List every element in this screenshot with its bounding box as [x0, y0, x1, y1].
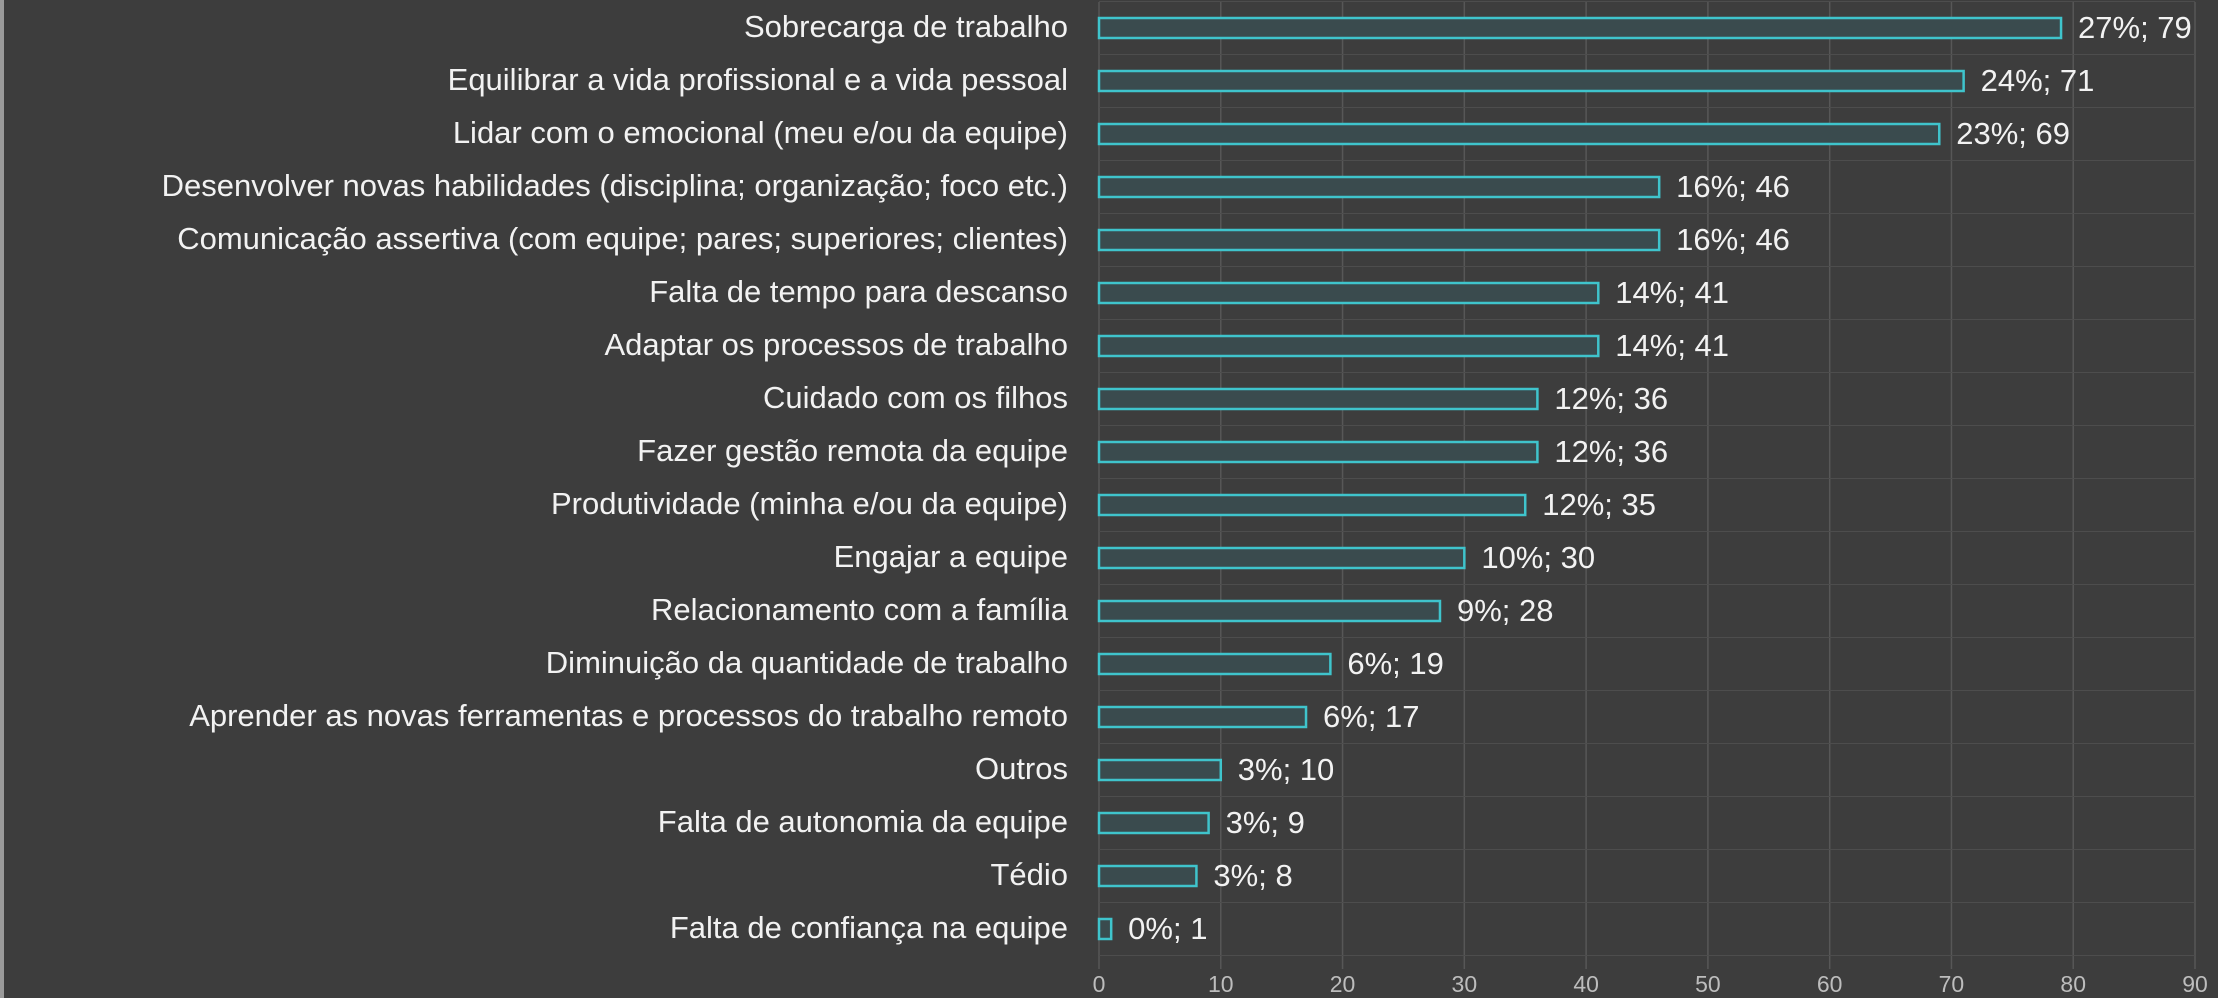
bar: [1097, 69, 1965, 93]
bar: [1097, 334, 1600, 358]
category-label: Sobrecarga de trabalho: [744, 9, 1068, 44]
category-label: Comunicação assertiva (com equipe; pares…: [177, 221, 1068, 256]
category-label: Tédio: [990, 857, 1068, 892]
category-label: Desenvolver novas habilidades (disciplin…: [162, 168, 1068, 203]
value-label: 12%; 36: [1554, 434, 1668, 469]
x-tick-label: 20: [1330, 971, 1356, 997]
x-tick-label: 0: [1093, 971, 1106, 997]
bar: [1097, 652, 1332, 676]
value-label: 14%; 41: [1615, 328, 1729, 363]
x-tick-label: 90: [2182, 971, 2208, 997]
x-tick-label: 60: [1817, 971, 1843, 997]
value-label: 16%; 46: [1676, 222, 1790, 257]
value-label: 3%; 10: [1238, 752, 1335, 787]
value-label: 0%; 1: [1128, 911, 1207, 946]
category-label: Outros: [975, 751, 1068, 786]
bar: [1097, 228, 1661, 252]
bar: [1097, 811, 1210, 835]
x-tick-label: 10: [1208, 971, 1234, 997]
bar: [1097, 599, 1442, 623]
category-label: Adaptar os processos de trabalho: [604, 327, 1068, 362]
value-label: 3%; 8: [1213, 858, 1292, 893]
x-tick-label: 30: [1452, 971, 1478, 997]
x-tick-label: 80: [2060, 971, 2086, 997]
bar: [1097, 758, 1223, 782]
category-label: Aprender as novas ferramentas e processo…: [189, 698, 1068, 733]
value-label: 12%; 35: [1542, 487, 1656, 522]
category-label: Relacionamento com a família: [651, 592, 1069, 627]
category-label: Falta de tempo para descanso: [649, 274, 1068, 309]
bar: [1097, 493, 1527, 517]
category-label: Cuidado com os filhos: [763, 380, 1068, 415]
category-label: Lidar com o emocional (meu e/ou da equip…: [453, 115, 1068, 150]
value-label: 10%; 30: [1481, 540, 1595, 575]
bar: [1097, 281, 1600, 305]
value-label: 9%; 28: [1457, 593, 1554, 628]
bar: [1097, 122, 1941, 146]
bar: [1097, 705, 1308, 729]
value-label: 3%; 9: [1226, 805, 1305, 840]
category-label: Falta de confiança na equipe: [670, 910, 1068, 945]
category-label: Produtividade (minha e/ou da equipe): [551, 486, 1068, 521]
x-tick-label: 70: [1939, 971, 1965, 997]
category-label: Engajar a equipe: [834, 539, 1068, 574]
category-label: Diminuição da quantidade de trabalho: [546, 645, 1068, 680]
value-label: 24%; 71: [1981, 63, 2095, 98]
value-label: 23%; 69: [1956, 116, 2070, 151]
category-label: Equilibrar a vida profissional e a vida …: [448, 62, 1068, 97]
bar: [1097, 440, 1539, 464]
bar: [1097, 917, 1113, 941]
value-label: 14%; 41: [1615, 275, 1729, 310]
bar: [1097, 16, 2063, 40]
category-label: Falta de autonomia da equipe: [658, 804, 1068, 839]
value-label: 16%; 46: [1676, 169, 1790, 204]
category-label: Fazer gestão remota da equipe: [637, 433, 1068, 468]
x-tick-label: 40: [1573, 971, 1599, 997]
value-label: 6%; 19: [1347, 646, 1444, 681]
left-edge: [0, 0, 4, 998]
bar: [1097, 175, 1661, 199]
bar: [1097, 387, 1539, 411]
x-tick-label: 50: [1695, 971, 1721, 997]
bar: [1097, 864, 1198, 888]
bar: [1097, 546, 1466, 570]
value-label: 6%; 17: [1323, 699, 1420, 734]
value-label: 12%; 36: [1554, 381, 1668, 416]
value-label: 27%; 79: [2078, 10, 2192, 45]
